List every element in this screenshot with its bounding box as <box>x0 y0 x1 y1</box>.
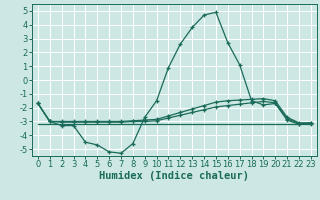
X-axis label: Humidex (Indice chaleur): Humidex (Indice chaleur) <box>100 171 249 181</box>
